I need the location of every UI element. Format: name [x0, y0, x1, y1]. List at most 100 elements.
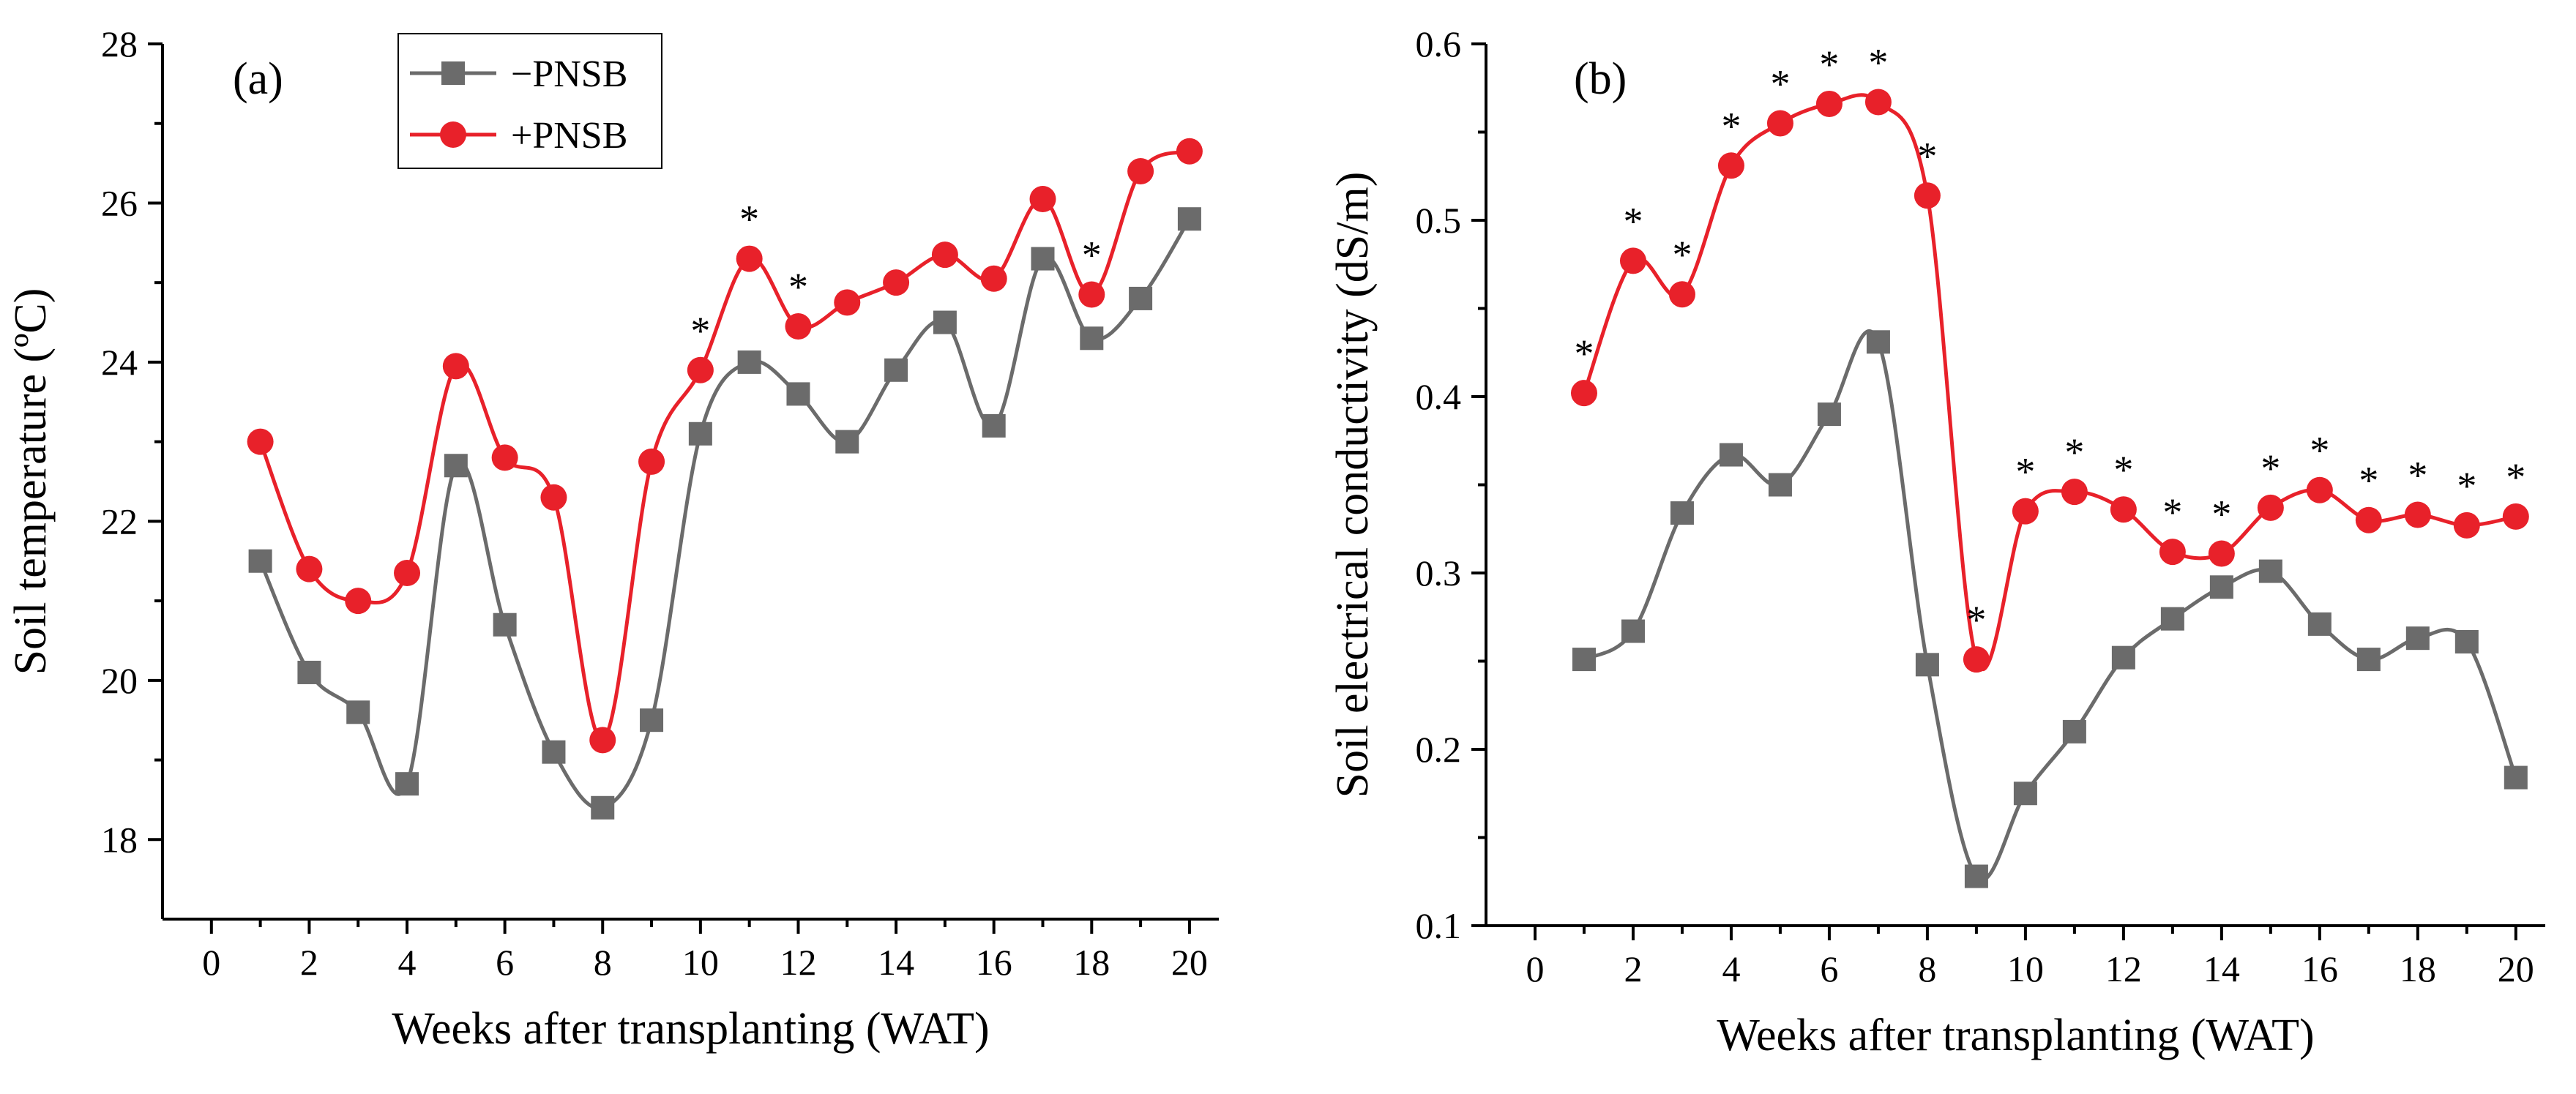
data-point-circle-b [2208, 540, 2235, 567]
significance-star-a: * [690, 309, 710, 353]
data-point-circle-a [491, 444, 518, 471]
data-point-square-b [2160, 607, 2184, 631]
y-tick-label-b: 0.6 [1416, 23, 1462, 64]
data-point-square-a [1080, 326, 1104, 351]
data-point-square-b [1915, 653, 1939, 677]
legend-label-2: +PNSB [511, 115, 627, 157]
data-point-circle-a [394, 560, 421, 587]
significance-star-b: * [1574, 331, 1594, 375]
significance-star-a: * [739, 198, 759, 241]
legend-marker-square [441, 61, 465, 85]
y-tick-label-a: 20 [101, 660, 138, 701]
series-line-b-2 [1582, 93, 2517, 671]
data-point-circle-a [540, 484, 567, 511]
data-point-circle-b [2110, 496, 2137, 523]
data-point-square-b [2062, 719, 2086, 743]
data-point-square-b [2454, 629, 2479, 653]
data-point-square-a [493, 612, 517, 637]
significance-star-b: * [2260, 446, 2280, 490]
data-point-circle-a [345, 588, 372, 615]
x-tick-label-b: 14 [2203, 948, 2240, 989]
data-point-square-b [2258, 559, 2282, 583]
y-tick-label-a: 28 [101, 23, 138, 64]
significance-star-b: * [1868, 41, 1888, 85]
x-tick-label-a: 6 [496, 942, 514, 983]
data-point-square-b [1817, 402, 1841, 427]
x-tick-label-b: 18 [2400, 948, 2436, 989]
x-tick-label-a: 2 [300, 942, 318, 983]
x-tick-label-b: 0 [1526, 948, 1544, 989]
significance-star-b: * [2113, 448, 2133, 492]
significance-star-a: * [1082, 233, 1102, 277]
panel-label-b: (b) [1574, 54, 1627, 104]
data-point-square-b [2111, 645, 2135, 670]
data-point-circle-a [296, 555, 323, 582]
data-point-square-b [1621, 619, 1645, 643]
significance-star-a: * [788, 265, 808, 309]
data-point-circle-b [2257, 494, 2284, 521]
data-point-square-b [2013, 782, 2037, 806]
data-point-square-a [395, 772, 419, 796]
data-point-circle-a [247, 428, 274, 455]
data-point-square-b [1670, 501, 1694, 525]
y-tick-label-a: 22 [101, 501, 138, 542]
significance-star-b: * [1721, 104, 1741, 148]
data-point-square-a [542, 740, 566, 764]
data-point-square-a [884, 358, 908, 382]
series-line-b-1 [1583, 329, 2518, 882]
data-point-circle-a [980, 265, 1007, 292]
data-point-square-b [1866, 330, 1890, 354]
y-tick-label-b: 0.4 [1416, 376, 1462, 417]
data-point-circle-a [1127, 157, 1154, 184]
y-axis-label-b: Soil electrical conductivity (dS/m) [1328, 172, 1378, 798]
x-tick-label-b: 20 [2498, 948, 2534, 989]
data-point-square-b [2209, 575, 2233, 599]
y-tick-label-a: 24 [101, 342, 138, 383]
data-point-circle-a [736, 245, 763, 272]
x-tick-label-b: 4 [1722, 948, 1740, 989]
significance-star-b: * [2211, 492, 2231, 536]
data-point-square-a [591, 795, 615, 820]
data-point-square-a [346, 700, 370, 724]
data-point-square-a [248, 549, 272, 573]
x-tick-label-a: 18 [1073, 942, 1110, 983]
legend-box [397, 33, 662, 169]
series-line-a-1 [258, 217, 1192, 811]
data-point-circle-b [2159, 539, 2186, 566]
data-point-square-a [786, 382, 810, 406]
data-point-square-b [2307, 612, 2332, 636]
significance-star-b: * [1770, 61, 1790, 105]
x-tick-label-b: 6 [1820, 948, 1838, 989]
data-point-circle-a [1078, 281, 1105, 308]
data-point-circle-b [1963, 646, 1990, 673]
data-point-circle-b [2355, 506, 2382, 533]
data-point-square-a [688, 422, 712, 446]
significance-star-b: * [2457, 464, 2476, 508]
significance-star-b: * [2162, 490, 2182, 534]
data-point-circle-a [931, 241, 958, 269]
data-point-circle-b [2453, 512, 2480, 539]
x-tick-label-a: 0 [202, 942, 220, 983]
panel-label-a: (a) [233, 54, 283, 104]
data-point-circle-b [1766, 110, 1793, 137]
data-point-circle-b [1864, 89, 1892, 116]
legend-label-1: −PNSB [511, 53, 627, 95]
data-point-square-a [835, 430, 859, 454]
data-point-circle-a [589, 727, 616, 754]
significance-star-b: * [2310, 429, 2329, 473]
x-tick-label-b: 8 [1918, 948, 1936, 989]
y-tick-label-b: 0.5 [1416, 200, 1462, 241]
data-point-square-b [2405, 626, 2430, 651]
x-tick-label-a: 8 [594, 942, 612, 983]
significance-star-b: * [2408, 453, 2427, 497]
data-point-circle-b [1815, 90, 1843, 117]
data-point-square-a [933, 310, 957, 334]
significance-star-b: * [1917, 134, 1937, 178]
x-axis-label-a: Weeks after transplanting (WAT) [392, 1004, 989, 1054]
data-point-circle-a [1029, 186, 1056, 213]
data-point-circle-b [1717, 152, 1744, 179]
significance-star-b: * [2015, 450, 2035, 494]
x-tick-label-b: 12 [2105, 948, 2142, 989]
significance-star-b: * [1623, 199, 1643, 243]
y-tick-label-b: 0.3 [1416, 552, 1462, 593]
